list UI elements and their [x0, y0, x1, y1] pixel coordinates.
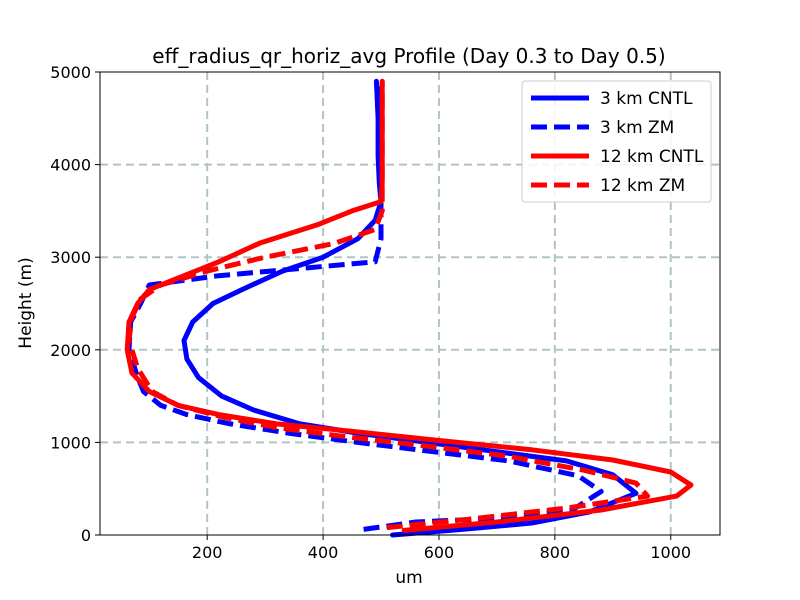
chart-title: eff_radius_qr_horiz_avg Profile (Day 0.3…	[152, 44, 665, 68]
series-group	[124, 78, 694, 538]
y-tick-label: 4000	[50, 156, 91, 175]
legend-label: 12 km CNTL	[600, 147, 704, 167]
legend-box	[521, 80, 712, 203]
y-tick-label: 0	[81, 526, 91, 545]
legend-label: 3 km ZM	[600, 118, 674, 138]
y-tick-label: 3000	[50, 248, 91, 267]
legend-label: 12 km ZM	[600, 176, 685, 196]
legend: 3 km CNTL 3 km ZM 12 km CNTL 12 km ZM	[521, 80, 712, 203]
x-tick-label: 200	[192, 543, 223, 562]
y-tick-label: 5000	[50, 63, 91, 82]
y-axis-title: Height (m)	[16, 257, 36, 348]
x-tick-label: 1000	[650, 543, 691, 562]
legend-label: 3 km CNTL	[600, 89, 693, 109]
y-tick-label: 1000	[50, 433, 91, 452]
x-tick-label: 800	[540, 543, 571, 562]
plot-frame	[99, 71, 721, 536]
ticks: 200 400 600 800 1000 0 1000 2000 3000 4000 5000	[50, 63, 691, 562]
x-tick-label: 400	[308, 543, 339, 562]
series-line-12-km-cntl	[124, 78, 694, 533]
series-line-12-km-zm	[126, 81, 651, 531]
x-axis-title: um	[395, 568, 422, 588]
x-tick-label: 600	[424, 543, 455, 562]
series-line-3-km-cntl	[181, 78, 639, 538]
y-tick-label: 2000	[50, 341, 91, 360]
series-line-3-km-zm	[126, 81, 604, 532]
